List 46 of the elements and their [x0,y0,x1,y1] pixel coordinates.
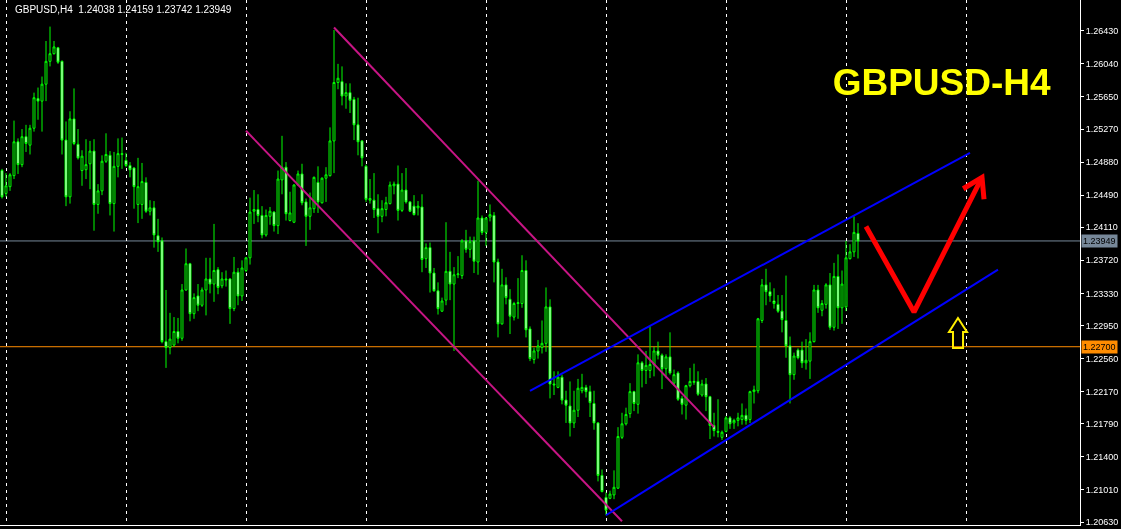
candlestick [748,390,752,424]
y-tick-label: 1.22950 [1085,320,1119,331]
candlestick [428,242,432,294]
y-tick-label: 1.21010 [1085,485,1119,495]
y-tick-label: 1.23330 [1085,288,1119,299]
candlestick [264,209,268,238]
candlestick [636,353,640,415]
candlestick [800,341,804,369]
y-tick-label: 1.22560 [1085,353,1119,364]
candlestick [568,380,572,437]
candlestick [204,257,208,316]
y-tick-label: 1.26040 [1085,59,1119,70]
y-tick-label: 1.20630 [1085,517,1119,528]
candlestick [476,180,480,276]
candlestick [332,29,336,174]
candlestick [4,172,8,198]
y-tick-label: 1.23720 [1085,255,1119,266]
candlestick [316,165,320,214]
candlestick [340,65,344,106]
chart-subtitle: GBPUSD,H4 1.24038 1.24159 1.23742 1.23949 [15,4,232,15]
candlestick [412,194,416,216]
y-tick-label: 1.22170 [1085,386,1119,397]
candlestick [212,223,216,303]
candlestick [716,398,720,438]
candlestick [836,253,840,330]
y-tick-label: 1.26430 [1085,25,1119,36]
text: GBPUSD-H4 [832,61,1052,103]
ref-line-label: 1.23949 [1083,236,1116,246]
candlestick [396,164,400,222]
candlestick [140,162,144,220]
y-tick-label: 1.24880 [1085,157,1119,168]
ref-line-label: 1.22700 [1083,342,1116,352]
candlestick [240,259,244,302]
candlestick [420,193,424,273]
candlestick [728,415,732,430]
candlestick [136,157,140,224]
y-tick-label: 1.24490 [1085,190,1119,201]
candlestick [740,402,744,426]
y-tick-label: 1.21790 [1085,418,1119,429]
y-tick-label: 1.25650 [1085,92,1119,103]
candlestick [152,200,156,249]
candlestick [852,215,856,258]
y-tick-label: 1.24110 [1085,222,1118,233]
candlestick [92,138,96,232]
y-tick-label: 1.21400 [1085,451,1119,462]
y-tick-label: 1.25270 [1085,124,1119,135]
